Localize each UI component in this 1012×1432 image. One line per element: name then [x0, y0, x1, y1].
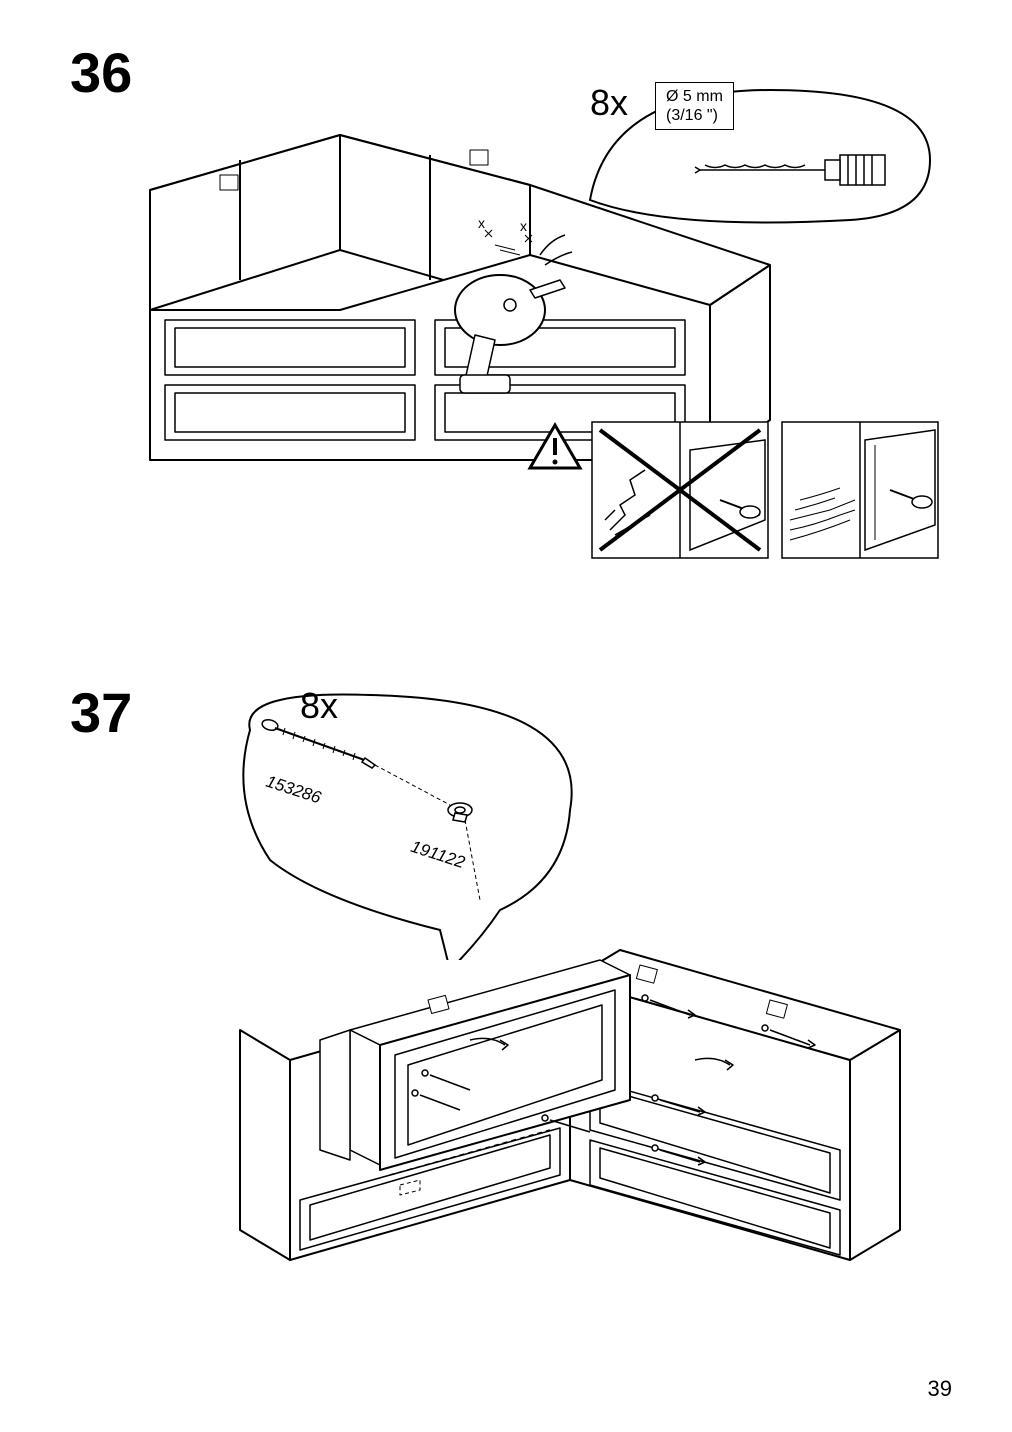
drill-spec-box: Ø 5 mm (3/16 ")	[655, 82, 734, 130]
correct-method-box	[780, 420, 940, 560]
x-mark-2: x	[520, 218, 527, 234]
drill-spec-line2: (3/16 ")	[666, 106, 723, 125]
page-number: 39	[928, 1376, 952, 1402]
screw-qty-37: 8x	[300, 685, 338, 727]
drill-spec-line1: Ø 5 mm	[666, 87, 723, 106]
step-37-illustration-area: 8x 153286 191122	[70, 680, 940, 1330]
wrong-method-box	[590, 420, 770, 560]
x-mark-1: x	[478, 215, 485, 231]
step-36-illustration-area: x x	[70, 40, 940, 600]
cabinet-step-37	[70, 900, 940, 1400]
screw-qty-36: 8x	[590, 82, 628, 124]
warning-triangle-icon	[525, 420, 585, 475]
